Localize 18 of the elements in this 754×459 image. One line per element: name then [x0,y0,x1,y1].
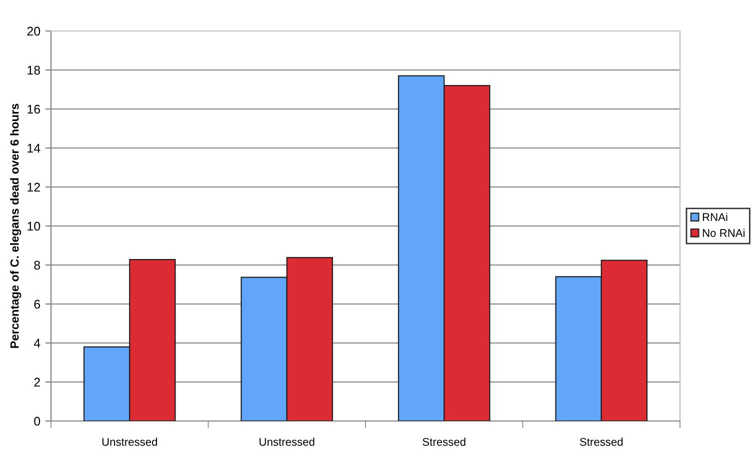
y-tick-label: 10 [28,222,40,231]
y-axis-title: Percentage of C. elegans dead over 6 hours [10,104,22,348]
x-tick-label: Unstressed [260,438,314,446]
y-tick-label: 6 [34,300,40,309]
x-tick-label: Stressed [422,438,466,446]
y-tick-label: 4 [34,338,40,348]
y-tick-label: 8 [34,260,40,270]
y-tick-label: 14 [28,144,40,153]
y-tick-label: 18 [28,66,40,75]
x-tick-label: Unstressed [102,438,158,446]
y-tick-label: 20 [27,26,40,36]
legend-label: RNAi [702,212,728,221]
legend-label: No RNAi [702,228,745,237]
y-tick-label: 12 [28,182,40,192]
y-tick-label: 2 [34,378,40,387]
x-tick-label: Stressed [580,438,623,446]
y-tick-label: 16 [28,104,40,114]
y-tick-label: 0 [34,416,40,426]
